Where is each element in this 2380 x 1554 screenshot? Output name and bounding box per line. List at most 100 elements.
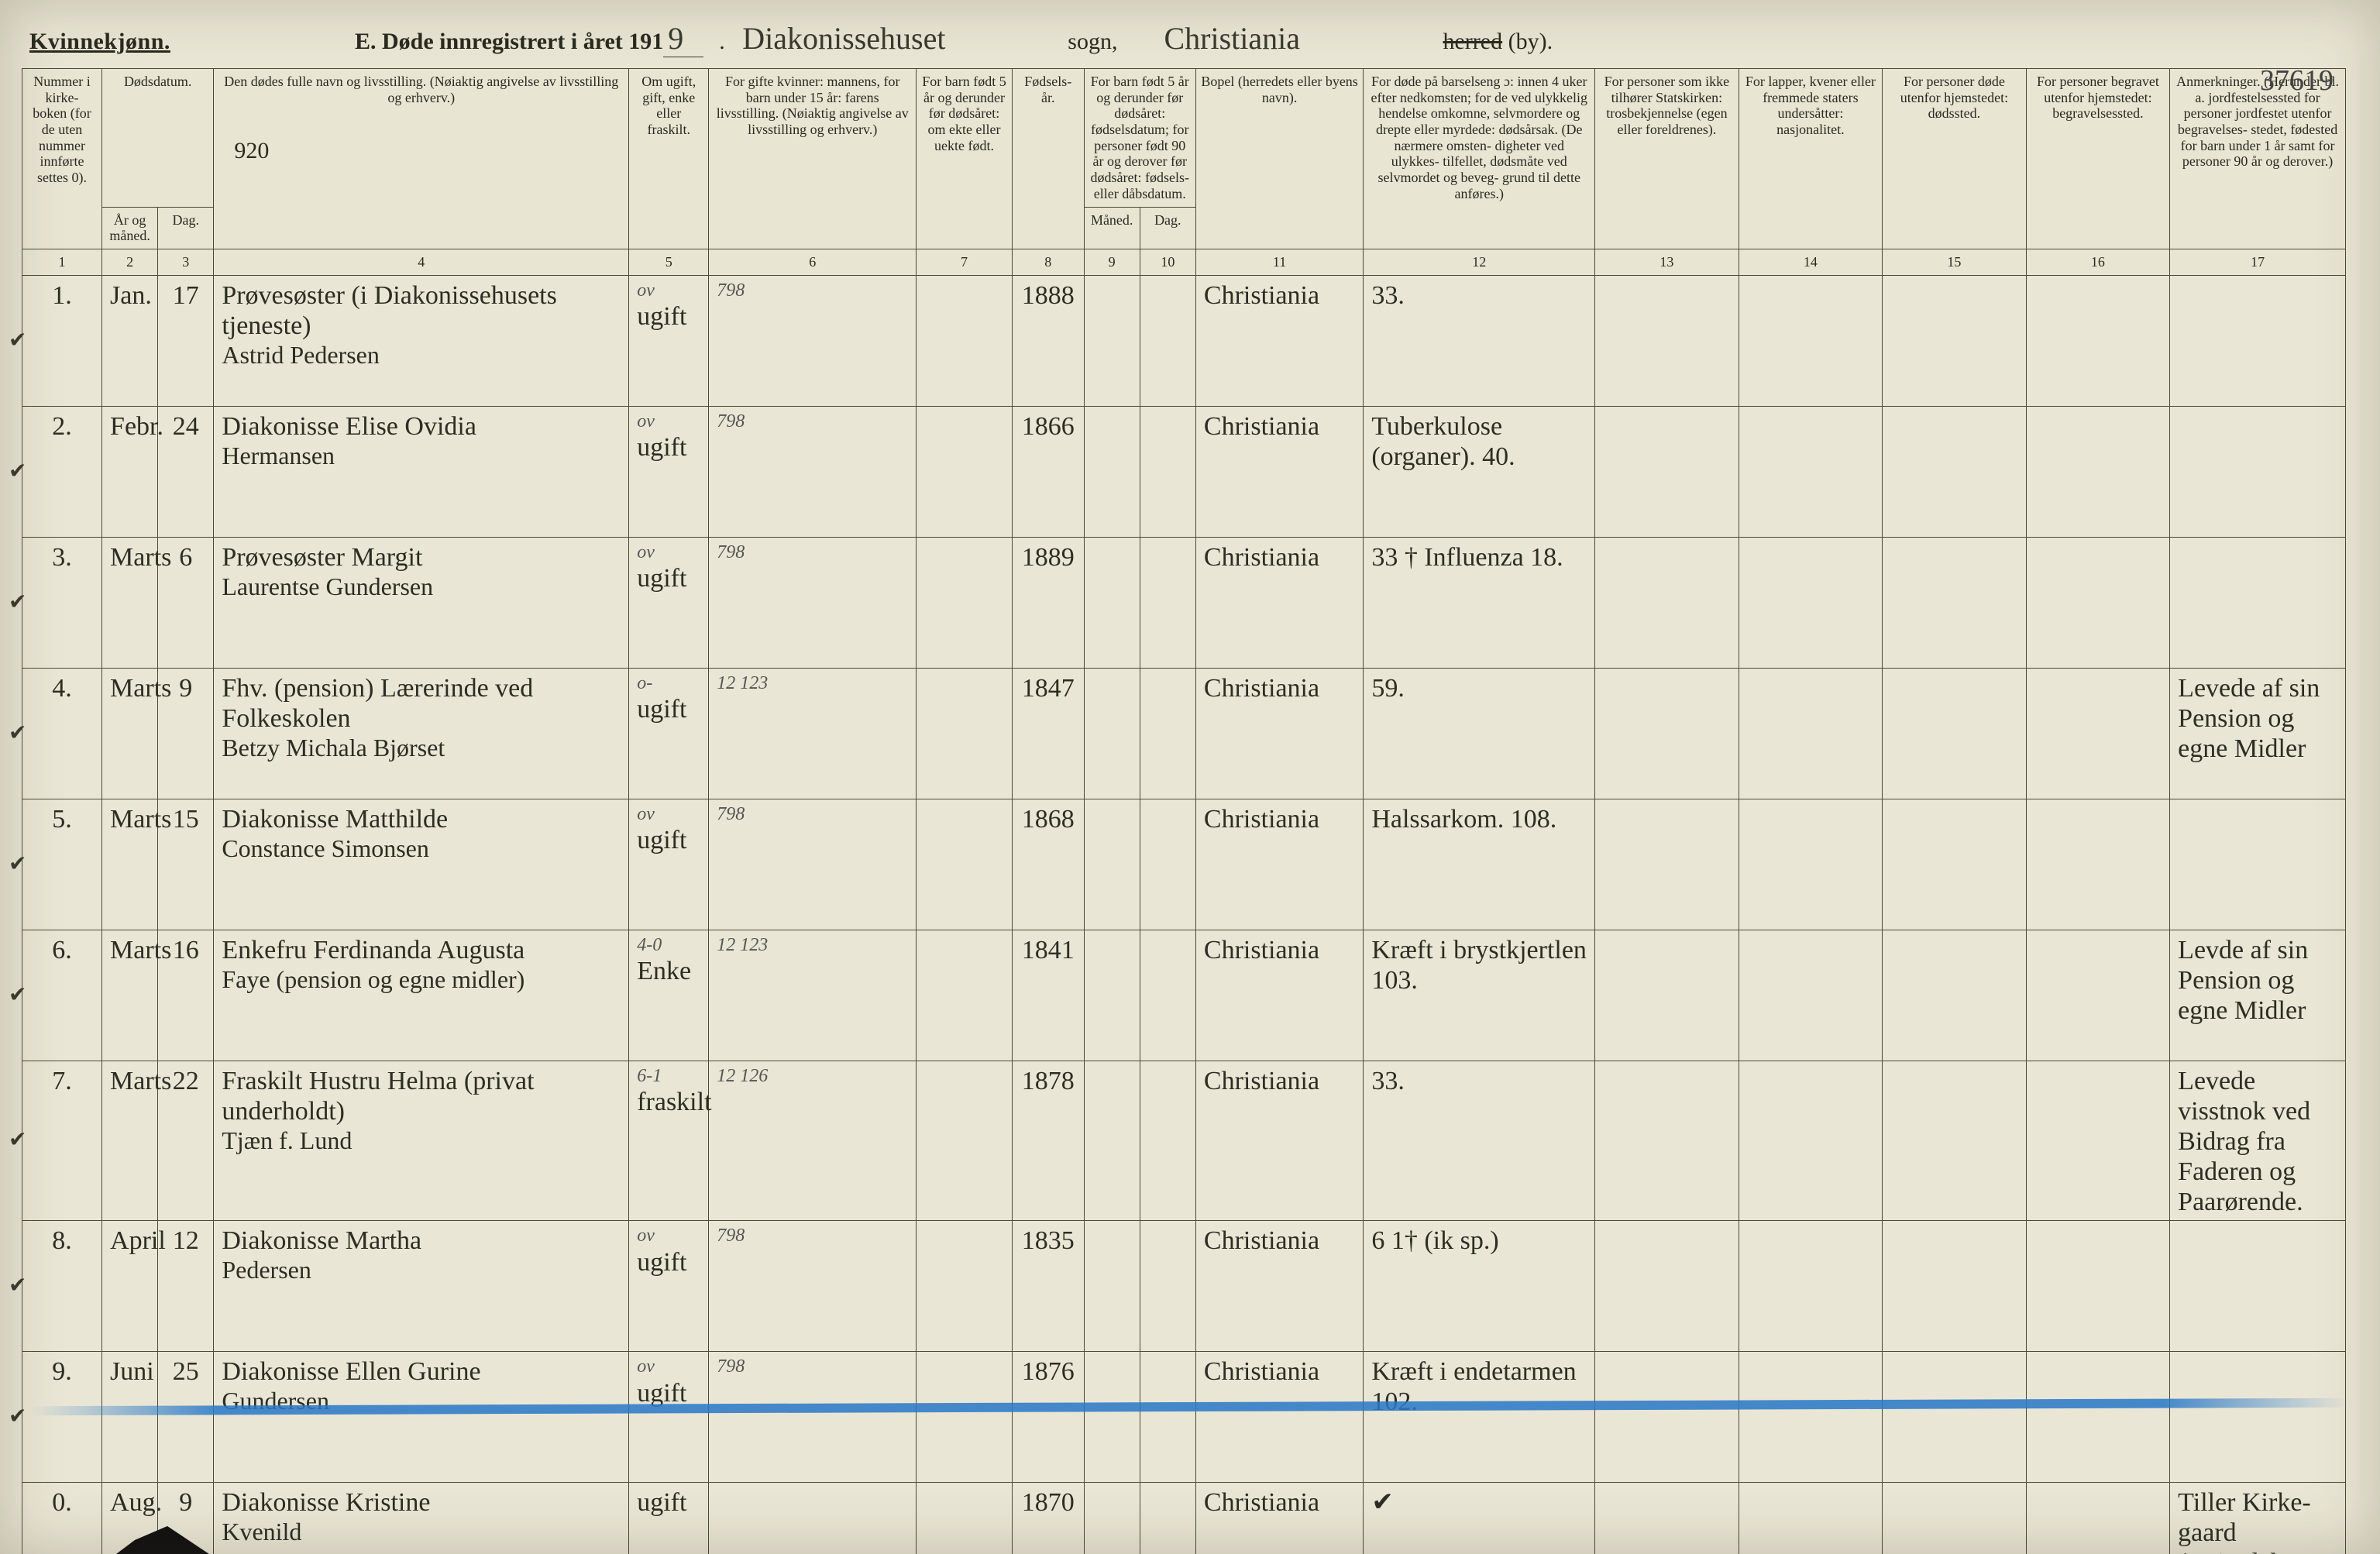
col15 <box>1883 275 2027 406</box>
colnum: 11 <box>1195 249 1363 275</box>
gender-label: Kvinnekjønn. <box>29 29 355 55</box>
page-header: Kvinnekjønn. E. Døde innregistrert i åre… <box>22 15 2358 64</box>
col-header: Fødsels- år. <box>1012 69 1084 249</box>
row-number: ✔9. <box>22 1352 102 1483</box>
row-number: ✔2. <box>22 406 102 537</box>
remarks <box>2170 406 2346 537</box>
title-prefix: E. Døde innregistrert i året 191 <box>355 29 663 55</box>
col14 <box>1739 406 1883 537</box>
row-number: ✔1. <box>22 275 102 406</box>
cause-of-death: Halssarkom. 108. <box>1364 799 1595 930</box>
col6-code: 798 <box>709 1352 917 1483</box>
row-number: ✔5. <box>22 799 102 930</box>
birth-year: 1866 <box>1012 406 1084 537</box>
name-and-status: Diakonisse KristineKvenild <box>214 1483 629 1554</box>
col13 <box>1595 930 1739 1061</box>
col6-code <box>709 1483 917 1554</box>
col7 <box>917 537 1013 668</box>
col-header: For personer døde utenfor hjemstedet: dø… <box>1883 69 2027 249</box>
col-subheader: Dag. <box>158 207 214 249</box>
year-handwritten: 9 <box>663 20 703 57</box>
name-and-status: Diakonisse Elise OvidiaHermansen <box>214 406 629 537</box>
col9 <box>1084 406 1140 537</box>
col6-code: 12 123 <box>709 930 917 1061</box>
col14 <box>1739 537 1883 668</box>
remarks <box>2170 537 2346 668</box>
death-month: Marts <box>102 1061 158 1220</box>
residence: Christiania <box>1195 799 1363 930</box>
remarks: Levde af sin Pension og egne Midler <box>2170 930 2346 1061</box>
col16 <box>2026 930 2170 1061</box>
col14 <box>1739 1061 1883 1220</box>
col13 <box>1595 537 1739 668</box>
death-day: 15 <box>158 799 214 930</box>
name-and-status: Fhv. (pension) Lærerinde ved Folkeskolen… <box>214 668 629 799</box>
col9 <box>1084 1352 1140 1483</box>
residence: Christiania <box>1195 1352 1363 1483</box>
col-header: Dødsdatum. <box>102 69 214 208</box>
by-handwritten: Christiania <box>1164 20 1396 57</box>
col6-code: 798 <box>709 537 917 668</box>
birth-year: 1841 <box>1012 930 1084 1061</box>
col16 <box>2026 799 2170 930</box>
col-header: For personer som ikke tilhører Statskirk… <box>1595 69 1739 249</box>
col15 <box>1883 1352 2027 1483</box>
name-and-status: Diakonisse MarthaPedersen <box>214 1221 629 1352</box>
remarks <box>2170 799 2346 930</box>
col7 <box>917 799 1013 930</box>
col13 <box>1595 799 1739 930</box>
row-number: ✔8. <box>22 1221 102 1352</box>
death-day: 17 <box>158 275 214 406</box>
remarks: Levede af sin Pension og egne Midler <box>2170 668 2346 799</box>
residence: Christiania <box>1195 1221 1363 1352</box>
colnum: 16 <box>2026 249 2170 275</box>
birth-year: 1888 <box>1012 275 1084 406</box>
birth-year: 1878 <box>1012 1061 1084 1220</box>
table-row: ✔9.Juni25Diakonisse Ellen GurineGunderse… <box>22 1352 2346 1483</box>
col16 <box>2026 1061 2170 1220</box>
register-page: Kvinnekjønn. E. Døde innregistrert i åre… <box>0 0 2380 1554</box>
col-header-text: Den dødes fulle navn og livsstilling. (N… <box>224 74 618 105</box>
col9 <box>1084 799 1140 930</box>
row-number: ✔7. <box>22 1061 102 1220</box>
col16 <box>2026 275 2170 406</box>
col6-code: 12 126 <box>709 1061 917 1220</box>
cause-of-death: Tuberkulose (organer). 40. <box>1364 406 1595 537</box>
cause-of-death: ✔ <box>1364 1483 1595 1554</box>
col9 <box>1084 930 1140 1061</box>
col7 <box>917 1061 1013 1220</box>
remarks: Levede visstnok ved Bidrag fra Faderen o… <box>2170 1061 2346 1220</box>
col14 <box>1739 1483 1883 1554</box>
col10 <box>1140 406 1195 537</box>
name-and-status: Enkefru Ferdinanda AugustaFaye (pension … <box>214 930 629 1061</box>
col13 <box>1595 1061 1739 1220</box>
col15 <box>1883 668 2027 799</box>
col10 <box>1140 799 1195 930</box>
col15 <box>1883 1061 2027 1220</box>
col-header: For døde på barselseng ɔ: innen 4 uker e… <box>1364 69 1595 249</box>
col15 <box>1883 930 2027 1061</box>
cause-of-death: 33. <box>1364 1061 1595 1220</box>
col6-code: 798 <box>709 1221 917 1352</box>
extra-hw-920: 920 <box>218 105 624 165</box>
col7 <box>917 930 1013 1061</box>
death-month: Jan. <box>102 275 158 406</box>
name-and-status: Diakonisse Ellen GurineGundersen <box>214 1352 629 1483</box>
birth-year: 1835 <box>1012 1221 1084 1352</box>
col-header: Nummer i kirke- boken (for de uten numme… <box>22 69 102 249</box>
table-row: ✔4.Marts9Fhv. (pension) Lærerinde ved Fo… <box>22 668 2346 799</box>
col-header: Bopel (herredets eller byens navn). <box>1195 69 1363 249</box>
col10 <box>1140 1221 1195 1352</box>
colnum: 1 <box>22 249 102 275</box>
colnum: 13 <box>1595 249 1739 275</box>
col16 <box>2026 668 2170 799</box>
cause-of-death: Kræft i brystkjertlen 103. <box>1364 930 1595 1061</box>
col14 <box>1739 930 1883 1061</box>
table-head: Nummer i kirke- boken (for de uten numme… <box>22 69 2346 276</box>
birth-year: 1876 <box>1012 1352 1084 1483</box>
col9 <box>1084 1221 1140 1352</box>
col16 <box>2026 406 2170 537</box>
colnum: 10 <box>1140 249 1195 275</box>
col15 <box>1883 406 2027 537</box>
col14 <box>1739 668 1883 799</box>
